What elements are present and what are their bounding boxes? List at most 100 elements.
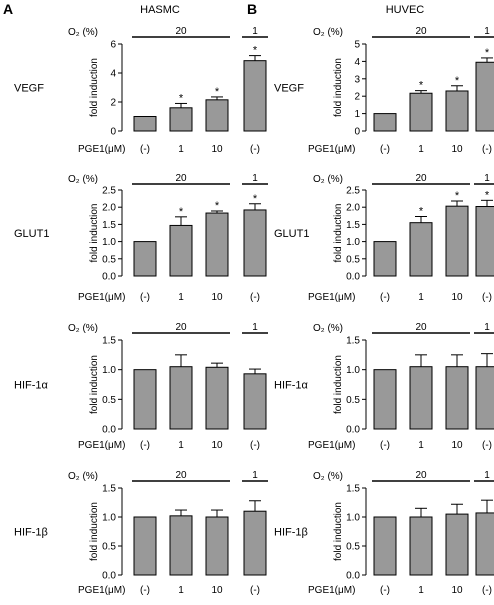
x-tick-label: 1 bbox=[178, 292, 184, 303]
chart-grid: O₂ (%) 20 1 VEGF fold induction 0 2 4 6 (-) * 1 * 10 *… bbox=[14, 26, 494, 596]
pge-label: PGE1(μM) bbox=[78, 440, 125, 451]
o2-group-label-1: 1 bbox=[252, 470, 258, 481]
y-tick-label: 1.5 bbox=[346, 336, 360, 347]
bar bbox=[169, 224, 193, 277]
bar bbox=[445, 205, 469, 277]
y-tick-label: 0.5 bbox=[102, 542, 116, 553]
o2-group-label-1: 1 bbox=[252, 26, 258, 37]
bar bbox=[409, 366, 433, 430]
x-tick-label: (-) bbox=[140, 585, 150, 596]
y-tick-label: 2.0 bbox=[102, 203, 116, 214]
x-tick-label: 10 bbox=[451, 292, 463, 303]
chart-b-0: O₂ (%) 20 1 VEGF fold induction 0 1 2 3 4 5 (-) * 1 * 1… bbox=[274, 26, 494, 155]
significance-marker: * bbox=[215, 86, 220, 98]
bar bbox=[409, 516, 433, 576]
o2-label: O₂ (%) bbox=[313, 323, 343, 334]
y-tick-label: 1.0 bbox=[102, 365, 116, 376]
y-tick-label: 1.0 bbox=[102, 237, 116, 248]
x-tick-label: (-) bbox=[380, 292, 390, 303]
o2-label: O₂ (%) bbox=[68, 174, 98, 185]
x-tick-label: (-) bbox=[250, 144, 260, 155]
y-tick-label: 1.5 bbox=[346, 220, 360, 231]
x-tick-label: (-) bbox=[250, 585, 260, 596]
y-tick-label: 0.5 bbox=[346, 254, 360, 265]
bar bbox=[169, 515, 193, 576]
bar bbox=[445, 90, 469, 132]
significance-marker: * bbox=[455, 75, 460, 87]
x-tick-label: 10 bbox=[211, 292, 223, 303]
x-tick-label: 1 bbox=[178, 440, 184, 451]
o2-group-label-20: 20 bbox=[415, 322, 427, 333]
panel-letter-a: A bbox=[3, 1, 13, 17]
gene-label: HIF-1α bbox=[14, 380, 49, 392]
y-tick-label: 0.0 bbox=[102, 571, 116, 582]
o2-label: O₂ (%) bbox=[313, 27, 343, 38]
x-tick-label: 10 bbox=[451, 144, 463, 155]
y-tick-label: 3 bbox=[354, 74, 360, 85]
x-tick-label: (-) bbox=[140, 440, 150, 451]
gene-label: GLUT1 bbox=[14, 228, 49, 240]
panel-title-a: HASMC bbox=[140, 4, 180, 16]
significance-marker: * bbox=[179, 92, 184, 104]
y-axis-label: fold induction bbox=[89, 58, 100, 117]
bar bbox=[133, 369, 157, 430]
y-axis-label: fold induction bbox=[333, 58, 344, 117]
y-tick-label: 1.5 bbox=[102, 336, 116, 347]
o2-group-label-1: 1 bbox=[484, 470, 490, 481]
panel-letter-b: B bbox=[247, 1, 257, 17]
bar bbox=[373, 516, 397, 576]
y-tick-label: 0.0 bbox=[346, 571, 360, 582]
pge-label: PGE1(μM) bbox=[78, 144, 125, 155]
x-tick-label: 1 bbox=[418, 585, 424, 596]
y-tick-label: 1.5 bbox=[102, 484, 116, 495]
significance-marker: * bbox=[485, 189, 490, 201]
pge-label: PGE1(μM) bbox=[308, 585, 355, 596]
o2-group-label-20: 20 bbox=[175, 173, 187, 184]
o2-label: O₂ (%) bbox=[68, 323, 98, 334]
y-tick-label: 0.0 bbox=[346, 425, 360, 436]
y-tick-label: 1.0 bbox=[346, 365, 360, 376]
bar bbox=[205, 516, 229, 576]
bar bbox=[133, 116, 157, 132]
bar bbox=[243, 209, 267, 277]
o2-group-label-20: 20 bbox=[415, 173, 427, 184]
y-tick-label: 0.0 bbox=[102, 425, 116, 436]
o2-label: O₂ (%) bbox=[313, 471, 343, 482]
gene-label: GLUT1 bbox=[274, 228, 309, 240]
o2-group-label-20: 20 bbox=[175, 322, 187, 333]
y-tick-label: 2 bbox=[110, 98, 116, 109]
o2-group-label-20: 20 bbox=[175, 26, 187, 37]
y-tick-label: 0 bbox=[110, 127, 116, 138]
x-tick-label: 1 bbox=[418, 440, 424, 451]
bar bbox=[475, 366, 494, 430]
o2-label: O₂ (%) bbox=[68, 471, 98, 482]
x-tick-label: (-) bbox=[380, 144, 390, 155]
o2-group-label-1: 1 bbox=[484, 26, 490, 37]
y-tick-label: 0.5 bbox=[102, 395, 116, 406]
x-tick-label: (-) bbox=[250, 292, 260, 303]
pge-label: PGE1(μM) bbox=[308, 292, 355, 303]
x-tick-label: (-) bbox=[380, 440, 390, 451]
y-axis-label: fold induction bbox=[89, 355, 100, 414]
pge-label: PGE1(μM) bbox=[78, 292, 125, 303]
y-tick-label: 4 bbox=[354, 57, 360, 68]
y-tick-label: 0.0 bbox=[346, 272, 360, 283]
o2-group-label-1: 1 bbox=[484, 173, 490, 184]
gene-label: VEGF bbox=[14, 83, 44, 95]
bar bbox=[133, 516, 157, 576]
bar bbox=[169, 366, 193, 430]
bar bbox=[243, 373, 267, 430]
y-tick-label: 6 bbox=[110, 40, 116, 51]
y-axis-label: fold induction bbox=[333, 355, 344, 414]
x-tick-label: (-) bbox=[482, 585, 492, 596]
significance-marker: * bbox=[179, 206, 184, 218]
x-tick-label: 10 bbox=[211, 585, 223, 596]
significance-marker: * bbox=[253, 45, 258, 57]
y-tick-label: 4 bbox=[110, 69, 116, 80]
x-tick-label: 1 bbox=[178, 144, 184, 155]
x-tick-label: (-) bbox=[380, 585, 390, 596]
